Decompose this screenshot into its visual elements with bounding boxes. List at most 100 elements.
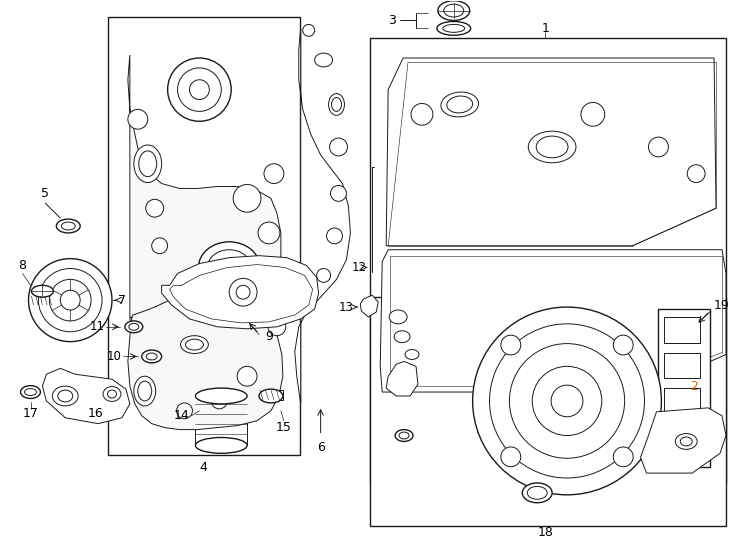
Text: 18: 18 xyxy=(537,526,553,539)
Text: 14: 14 xyxy=(174,409,189,422)
Text: 8: 8 xyxy=(18,259,26,272)
Polygon shape xyxy=(43,368,130,424)
Ellipse shape xyxy=(195,437,247,453)
Ellipse shape xyxy=(537,136,568,158)
Ellipse shape xyxy=(680,437,692,446)
Polygon shape xyxy=(641,408,726,473)
Ellipse shape xyxy=(523,483,552,503)
Ellipse shape xyxy=(330,186,346,201)
Ellipse shape xyxy=(195,388,247,404)
Circle shape xyxy=(38,268,102,332)
Ellipse shape xyxy=(395,430,413,442)
Ellipse shape xyxy=(207,249,251,285)
Bar xyxy=(664,388,700,414)
Circle shape xyxy=(29,259,112,342)
Ellipse shape xyxy=(58,390,73,402)
Polygon shape xyxy=(380,249,726,392)
Text: 10: 10 xyxy=(107,350,122,363)
Bar xyxy=(31,296,54,305)
Ellipse shape xyxy=(134,145,161,183)
Text: 16: 16 xyxy=(87,407,103,420)
Circle shape xyxy=(268,318,286,336)
Circle shape xyxy=(614,335,633,355)
Circle shape xyxy=(501,335,520,355)
Ellipse shape xyxy=(139,151,156,177)
Circle shape xyxy=(233,185,261,212)
Ellipse shape xyxy=(316,268,330,282)
Ellipse shape xyxy=(332,98,341,111)
Ellipse shape xyxy=(437,22,470,35)
Circle shape xyxy=(146,199,164,217)
Circle shape xyxy=(259,279,275,295)
Circle shape xyxy=(60,290,80,310)
Text: 3: 3 xyxy=(388,14,396,27)
Circle shape xyxy=(581,103,605,126)
Text: 6: 6 xyxy=(316,441,324,454)
Polygon shape xyxy=(161,255,319,329)
Ellipse shape xyxy=(447,96,473,113)
Ellipse shape xyxy=(219,259,239,276)
Ellipse shape xyxy=(389,310,407,324)
Ellipse shape xyxy=(327,228,343,244)
Ellipse shape xyxy=(394,331,410,342)
Ellipse shape xyxy=(329,93,344,116)
Ellipse shape xyxy=(259,389,283,403)
Ellipse shape xyxy=(129,323,139,330)
Ellipse shape xyxy=(527,487,547,500)
Bar xyxy=(370,38,726,483)
Ellipse shape xyxy=(103,387,121,401)
Ellipse shape xyxy=(198,242,260,293)
Ellipse shape xyxy=(528,131,576,163)
Polygon shape xyxy=(295,29,350,404)
Circle shape xyxy=(473,307,661,495)
Ellipse shape xyxy=(405,349,419,360)
Circle shape xyxy=(49,279,91,321)
Ellipse shape xyxy=(441,92,479,117)
Ellipse shape xyxy=(562,321,582,333)
Bar xyxy=(664,317,700,342)
Circle shape xyxy=(411,104,433,125)
Ellipse shape xyxy=(438,1,470,21)
Polygon shape xyxy=(128,289,283,430)
Circle shape xyxy=(152,238,167,254)
Bar xyxy=(664,424,700,449)
Ellipse shape xyxy=(52,386,79,406)
Ellipse shape xyxy=(62,222,75,230)
Circle shape xyxy=(128,110,148,129)
Ellipse shape xyxy=(330,138,347,156)
Ellipse shape xyxy=(107,390,117,398)
Ellipse shape xyxy=(399,432,409,439)
Ellipse shape xyxy=(142,350,161,363)
Ellipse shape xyxy=(181,336,208,354)
Text: 12: 12 xyxy=(352,261,366,274)
Circle shape xyxy=(264,164,284,184)
Circle shape xyxy=(237,366,257,386)
Polygon shape xyxy=(128,55,281,352)
Polygon shape xyxy=(360,295,378,317)
Circle shape xyxy=(236,285,250,299)
Text: 15: 15 xyxy=(276,421,292,434)
Ellipse shape xyxy=(186,339,203,350)
Text: 11: 11 xyxy=(90,320,105,333)
Ellipse shape xyxy=(675,434,697,449)
Circle shape xyxy=(532,366,602,436)
Circle shape xyxy=(178,68,221,111)
Circle shape xyxy=(687,165,705,183)
Circle shape xyxy=(490,324,644,478)
Ellipse shape xyxy=(24,389,37,395)
Ellipse shape xyxy=(315,53,333,67)
Bar xyxy=(658,309,710,467)
Text: 5: 5 xyxy=(41,187,49,200)
Circle shape xyxy=(211,393,228,409)
Ellipse shape xyxy=(138,381,152,401)
Circle shape xyxy=(302,24,315,36)
Circle shape xyxy=(250,308,264,322)
Text: 9: 9 xyxy=(265,330,273,343)
Bar xyxy=(195,396,247,446)
Text: 4: 4 xyxy=(200,461,207,474)
Circle shape xyxy=(177,403,192,418)
Text: 7: 7 xyxy=(118,294,126,307)
Bar xyxy=(370,297,726,526)
Polygon shape xyxy=(386,361,418,396)
Ellipse shape xyxy=(444,4,464,17)
